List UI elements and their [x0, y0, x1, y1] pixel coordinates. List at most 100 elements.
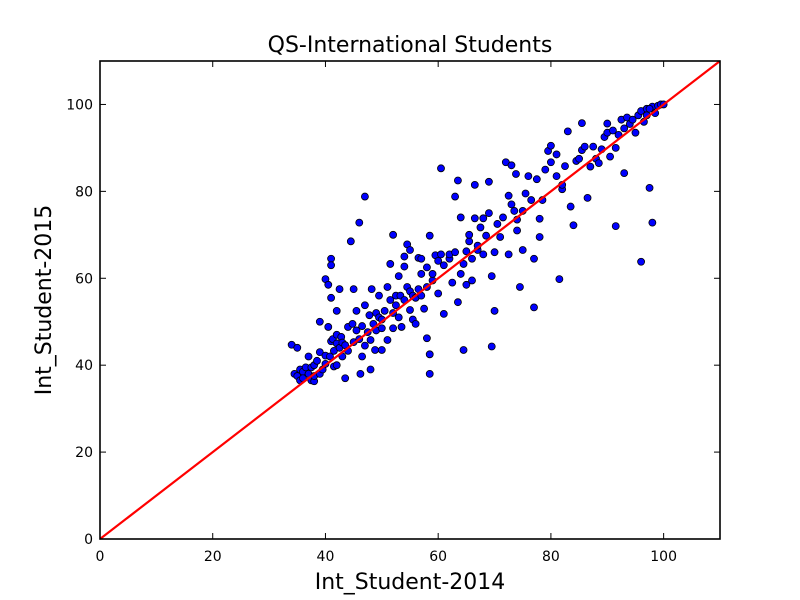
data-point	[496, 233, 505, 241]
data-point	[547, 158, 555, 167]
x-tick-label: 20	[204, 549, 222, 565]
data-point	[645, 104, 654, 113]
data-point	[425, 231, 434, 240]
data-point	[332, 306, 341, 315]
data-point	[465, 230, 474, 239]
data-point	[400, 262, 409, 271]
data-point	[611, 144, 620, 152]
data-point	[566, 202, 575, 211]
data-point	[479, 250, 488, 259]
data-point	[356, 369, 365, 378]
data-point	[620, 124, 629, 133]
data-point	[352, 306, 361, 315]
data-point	[487, 342, 496, 351]
data-point	[454, 298, 462, 307]
data-point	[611, 222, 620, 231]
data-point	[352, 326, 361, 335]
data-point	[561, 162, 569, 171]
x-tick-label: 100	[650, 549, 677, 565]
data-point	[355, 218, 364, 227]
data-point	[386, 296, 395, 304]
data-point	[434, 289, 443, 298]
data-point	[507, 161, 516, 170]
data-point	[476, 223, 485, 232]
data-point	[349, 285, 358, 294]
data-point	[423, 334, 431, 343]
data-point	[315, 348, 324, 357]
data-point	[459, 260, 468, 268]
data-point	[490, 306, 499, 315]
plot-frame	[99, 60, 721, 540]
data-point	[375, 291, 383, 300]
data-point	[518, 246, 527, 254]
data-point	[606, 152, 614, 161]
data-point	[394, 272, 403, 281]
x-tick-label: 0	[96, 549, 105, 565]
data-point	[510, 207, 519, 215]
data-point	[512, 170, 520, 178]
y-tick-label: 80	[75, 184, 93, 200]
data-point	[304, 352, 313, 361]
data-point	[645, 183, 654, 192]
data-point	[504, 250, 513, 259]
y-tick-label: 40	[75, 358, 93, 374]
data-point	[504, 191, 513, 200]
y-tick-label: 60	[75, 271, 93, 287]
data-point	[532, 175, 541, 184]
data-point	[552, 172, 561, 181]
reference-line	[99, 60, 721, 540]
data-point	[361, 301, 369, 310]
data-point	[346, 237, 355, 246]
data-point	[439, 310, 448, 318]
data-point	[530, 303, 538, 312]
y-tick-label: 20	[75, 445, 93, 461]
data-point	[383, 283, 392, 291]
data-point	[348, 319, 357, 328]
data-point	[569, 221, 578, 230]
data-point	[462, 247, 471, 256]
data-point	[420, 304, 428, 313]
data-point	[358, 322, 366, 330]
data-point	[485, 209, 493, 217]
data-point	[462, 280, 471, 289]
data-point	[439, 261, 448, 270]
data-point	[392, 301, 400, 310]
data-point	[465, 237, 474, 246]
data-point	[451, 248, 459, 257]
data-point	[327, 254, 335, 263]
data-point	[583, 193, 592, 202]
data-point	[451, 192, 459, 201]
data-point	[361, 341, 369, 350]
data-point	[358, 352, 366, 361]
data-point	[365, 311, 374, 320]
data-point	[637, 257, 645, 266]
data-point	[482, 231, 490, 240]
data-point	[389, 230, 397, 239]
data-point	[648, 218, 657, 227]
data-point	[423, 263, 431, 272]
data-point	[400, 252, 409, 261]
data-point	[535, 233, 544, 241]
data-point	[425, 350, 434, 359]
data-point	[631, 128, 640, 137]
data-point	[406, 246, 414, 254]
data-point	[507, 200, 516, 209]
data-point	[521, 189, 530, 198]
x-tick-label: 40	[317, 549, 335, 565]
data-point	[459, 346, 468, 354]
data-point	[293, 343, 302, 352]
data-point	[326, 352, 334, 361]
chart-title: QS-International Students	[268, 33, 553, 58]
data-point	[389, 324, 397, 333]
data-point	[327, 261, 335, 270]
x-tick-label: 80	[542, 549, 560, 565]
data-point	[454, 176, 462, 185]
data-point	[377, 346, 386, 354]
data-point	[437, 164, 445, 173]
data-point	[580, 142, 589, 151]
x-axis-label: Int_Student-2014	[315, 570, 506, 595]
data-point	[620, 169, 629, 178]
data-point	[547, 141, 555, 150]
data-point	[493, 220, 502, 228]
